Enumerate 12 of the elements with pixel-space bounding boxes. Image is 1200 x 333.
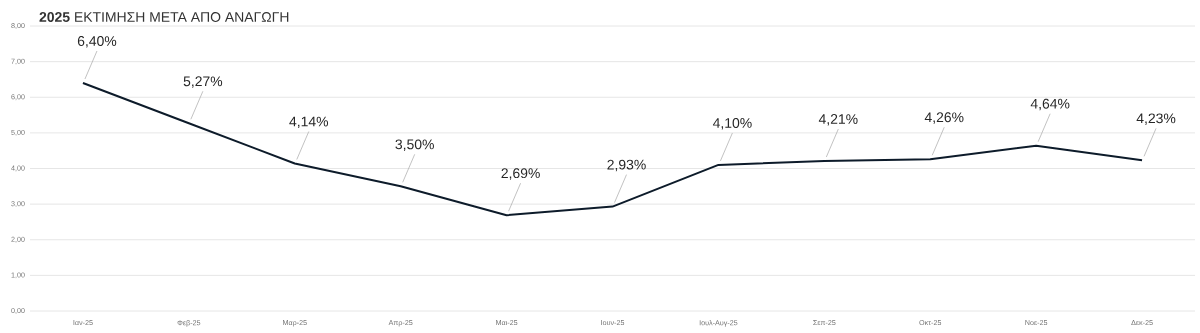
data-label: 6,40% bbox=[77, 36, 117, 48]
data-label: 4,21% bbox=[818, 114, 858, 126]
data-label: 4,10% bbox=[712, 118, 752, 130]
data-label: 4,26% bbox=[924, 112, 964, 124]
data-label: 4,14% bbox=[289, 116, 329, 129]
chart-title: 2025 ΕΚΤΙΜΗΣΗ ΜΕΤΑ ΑΠΟ ΑΝΑΓΩΓΗ bbox=[39, 12, 289, 22]
data-label: 2,69% bbox=[501, 168, 540, 180]
data-label: 3,50% bbox=[395, 139, 434, 151]
data-label: 5,27% bbox=[183, 76, 223, 88]
data-label: 4,64% bbox=[1030, 98, 1070, 111]
data-label: 2,93% bbox=[607, 159, 646, 172]
data-label: 4,23% bbox=[1136, 113, 1176, 125]
